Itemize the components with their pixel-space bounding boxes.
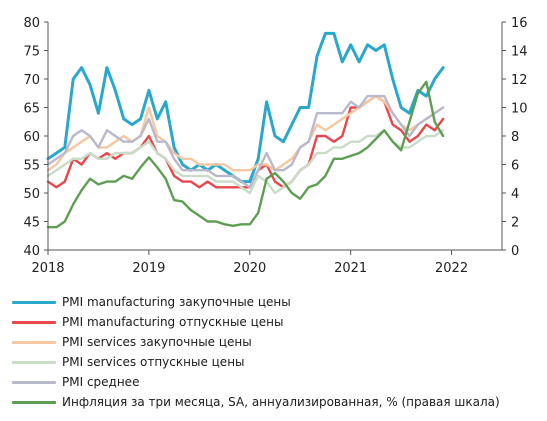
y-left-tick-label: 70 bbox=[23, 73, 40, 88]
legend-item-2: PMI services закупочные цены bbox=[12, 332, 500, 352]
series-line-1 bbox=[46, 94, 445, 189]
series-line-4 bbox=[46, 94, 445, 189]
y-right-tick-label: 8 bbox=[511, 130, 519, 145]
y-right-tick-label: 14 bbox=[511, 45, 528, 60]
legend-label: PMI среднее bbox=[62, 375, 140, 389]
plot-lines bbox=[46, 31, 445, 229]
y-left-tick-label: 55 bbox=[23, 159, 40, 174]
y-right-tick-label: 6 bbox=[511, 159, 519, 174]
legend-label: PMI services закупочные цены bbox=[62, 335, 252, 349]
y-left-tick-label: 80 bbox=[23, 16, 40, 31]
x-tick-label: 2021 bbox=[334, 261, 367, 276]
legend-swatch bbox=[12, 360, 56, 364]
y-right-tick-label: 16 bbox=[511, 16, 528, 31]
y-left-tick-label: 40 bbox=[23, 244, 40, 259]
y-right-tick-label: 4 bbox=[511, 187, 519, 202]
legend: PMI manufacturing закупочные цены PMI man… bbox=[12, 292, 500, 412]
x-tick-label: 2022 bbox=[435, 261, 468, 276]
legend-label: PMI services отпускные цены bbox=[62, 355, 245, 369]
chart: 40 45 50 55 60 65 70 75 80 0 2 4 6 8 10 12 14 16 2018 2019 2… bbox=[23, 16, 527, 276]
legend-label: Инфляция за три месяца, SA, аннуализиров… bbox=[62, 395, 500, 409]
legend-item-4: PMI среднее bbox=[12, 372, 500, 392]
legend-label: PMI manufacturing закупочные цены bbox=[62, 295, 291, 309]
legend-label: PMI manufacturing отпускные цены bbox=[62, 315, 284, 329]
x-tick-label: 2018 bbox=[31, 261, 64, 276]
legend-item-1: PMI manufacturing отпускные цены bbox=[12, 312, 500, 332]
legend-swatch bbox=[12, 300, 56, 304]
y-right-tick-label: 0 bbox=[511, 244, 519, 259]
series-line-0 bbox=[46, 31, 445, 184]
y-left-tick-label: 75 bbox=[23, 45, 40, 60]
y-left-tick-label: 45 bbox=[23, 216, 40, 231]
y-right-tick-label: 2 bbox=[511, 216, 519, 231]
x-tick-label: 2019 bbox=[132, 261, 165, 276]
legend-swatch bbox=[12, 380, 56, 384]
ticks: 40 45 50 55 60 65 70 75 80 0 2 4 6 8 10 12 14 16 2018 2019 2… bbox=[23, 16, 527, 276]
legend-item-5: Инфляция за три месяца, SA, аннуализиров… bbox=[12, 392, 500, 412]
legend-swatch bbox=[12, 400, 56, 404]
series-line-3 bbox=[46, 129, 445, 195]
series-line-5 bbox=[46, 80, 445, 229]
legend-swatch bbox=[12, 320, 56, 324]
y-left-tick-label: 60 bbox=[23, 130, 40, 145]
legend-item-3: PMI services отпускные цены bbox=[12, 352, 500, 372]
y-left-tick-label: 65 bbox=[23, 102, 40, 117]
x-tick-label: 2020 bbox=[233, 261, 266, 276]
y-right-tick-label: 10 bbox=[511, 102, 528, 117]
legend-item-0: PMI manufacturing закупочные цены bbox=[12, 292, 500, 312]
legend-swatch bbox=[12, 340, 56, 344]
y-left-tick-label: 50 bbox=[23, 187, 40, 202]
y-right-tick-label: 12 bbox=[511, 73, 528, 88]
